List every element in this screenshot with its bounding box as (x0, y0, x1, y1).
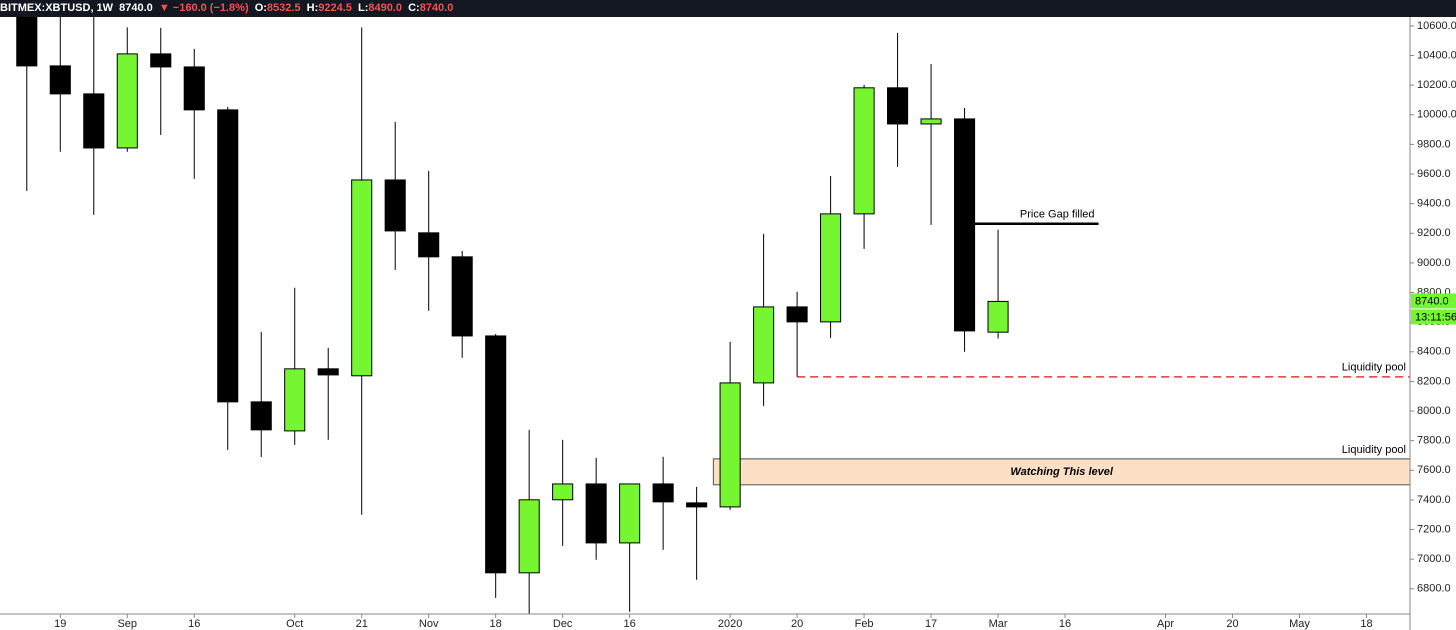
candle-body (485, 335, 507, 574)
candle-body (786, 306, 808, 323)
x-tick-label: 16 (1059, 618, 1071, 630)
candle-body (317, 368, 339, 376)
candle-body (116, 53, 138, 149)
h-label: H: (306, 2, 319, 14)
candle-body (83, 93, 105, 149)
x-tick-label: 17 (925, 618, 937, 630)
x-tick-label: Nov (419, 618, 439, 630)
y-tick-label: 9200.0 (1417, 227, 1451, 239)
candle-body (183, 66, 205, 111)
countdown-badge (1411, 309, 1456, 325)
x-tick-label: 16 (188, 618, 200, 630)
x-tick-label: Sep (117, 618, 137, 630)
candle-body (585, 483, 607, 544)
candle-body (518, 499, 540, 574)
y-tick-label: 10000.0 (1417, 109, 1456, 121)
candle-body (552, 483, 574, 501)
level-label: Price Gap filled (1020, 209, 1095, 221)
candle-body (150, 53, 172, 68)
level-label: Liquidity pool (1342, 362, 1406, 374)
candle-body (820, 213, 842, 323)
symbol: BITMEX:XBTUSD, 1W (0, 2, 114, 14)
y-tick-label: 9000.0 (1417, 257, 1451, 269)
x-tick-label: Apr (1157, 618, 1174, 630)
x-tick-label: 20 (791, 618, 803, 630)
candle-body (853, 87, 875, 215)
x-tick-label: 20 (1226, 618, 1238, 630)
header: BITMEX:XBTUSD, 1W 8740.0 ▼ −160.0 (−1.8%… (0, 0, 1456, 17)
y-tick-label: 7800.0 (1417, 435, 1451, 447)
candle-body (250, 401, 272, 431)
countdown-label: 13:11:56 (1415, 311, 1456, 323)
x-tick-label: 2020 (718, 618, 742, 630)
y-tick-label: 7400.0 (1417, 494, 1451, 506)
candle-body (418, 232, 440, 258)
plot-area (16, 17, 1410, 614)
candle-body (686, 502, 708, 508)
candle-body (451, 256, 473, 337)
x-tick-label: 18 (490, 618, 502, 630)
o-val: 8532.5 (266, 2, 301, 14)
y-tick-label: 6800.0 (1417, 583, 1451, 595)
o-label: O: (254, 2, 267, 14)
y-tick-label: 9800.0 (1417, 138, 1451, 150)
y-tick-label: 7000.0 (1417, 553, 1451, 565)
y-tick-label: 8200.0 (1417, 375, 1451, 387)
candle-body (284, 368, 306, 432)
candle-body (384, 179, 406, 232)
y-tick-label: 9600.0 (1417, 168, 1451, 180)
candle-body (987, 300, 1009, 333)
change: ▼ −160.0 (−1.8%) (158, 2, 249, 14)
price-badge (1411, 293, 1456, 309)
x-tick-label: Feb (855, 618, 874, 630)
x-tick-label: Dec (553, 618, 573, 630)
l-val: 8490.0 (368, 2, 403, 14)
x-tick-label: Mar (989, 618, 1008, 630)
zone (712, 458, 1410, 486)
candle-body (887, 87, 909, 125)
x-tick-label: Oct (286, 618, 303, 630)
candle-body (920, 118, 942, 125)
candle-body (351, 179, 373, 377)
x-tick-label: 21 (356, 618, 368, 630)
c-label: C: (408, 2, 420, 14)
y-tick-label: 8000.0 (1417, 405, 1451, 417)
candle-body (652, 483, 674, 503)
l-label: L: (357, 2, 369, 14)
y-tick-label: 8400.0 (1417, 346, 1451, 358)
h-val: 9224.5 (318, 2, 352, 14)
y-tick-label: 7600.0 (1417, 464, 1451, 476)
candle-body (619, 483, 641, 544)
candle-body (217, 109, 239, 403)
y-tick-label: 9400.0 (1417, 198, 1451, 210)
c-val: 8740.0 (419, 2, 454, 14)
x-tick-label: 18 (1360, 618, 1372, 630)
candle-body (16, 17, 38, 67)
y-tick-label: 7200.0 (1417, 523, 1451, 535)
x-tick-label: May (1289, 618, 1310, 630)
x-tick-label: 16 (624, 618, 636, 630)
candle-body (719, 382, 741, 508)
y-tick-label: 10400.0 (1417, 49, 1456, 61)
level-label: Liquidity pool (1342, 444, 1406, 456)
candle-body (954, 118, 976, 332)
price-badge-label: 8740.0 (1415, 295, 1449, 307)
x-tick-label: 19 (54, 618, 66, 630)
y-tick-label: 10600.0 (1417, 20, 1456, 32)
y-tick-label: 10200.0 (1417, 79, 1456, 91)
last: 8740.0 (119, 2, 153, 14)
candle-body (49, 65, 71, 95)
candle-body (753, 306, 775, 384)
zone-label: Watching This level (1010, 466, 1113, 478)
